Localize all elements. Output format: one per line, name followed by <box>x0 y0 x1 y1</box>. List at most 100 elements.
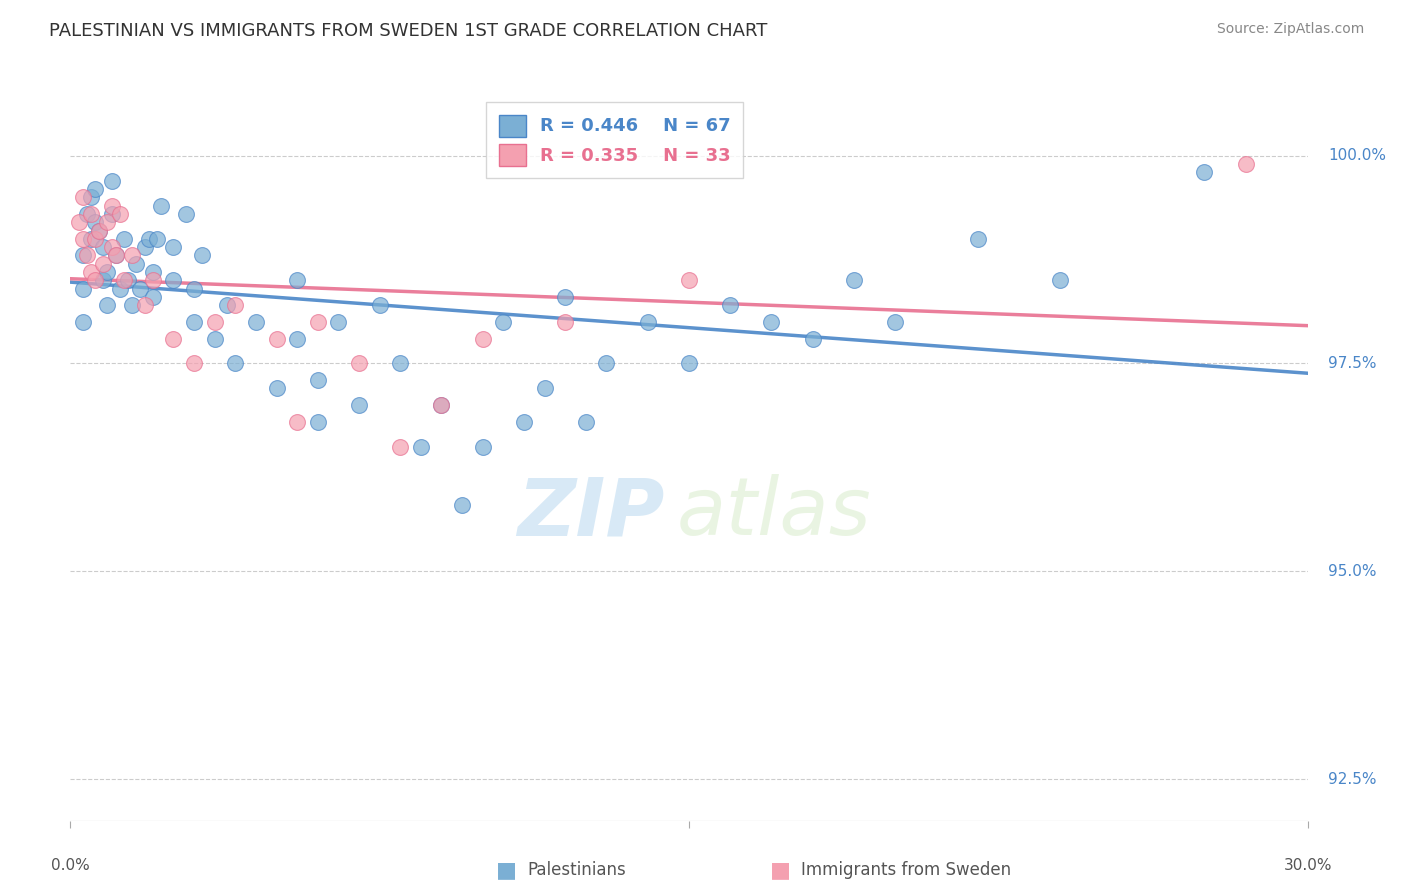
Point <box>80 190 103 204</box>
Point <box>72 248 94 262</box>
Text: 100.0%: 100.0% <box>1329 148 1386 163</box>
Text: ZIP: ZIP <box>517 475 664 552</box>
Point <box>162 332 184 346</box>
Point <box>80 207 103 221</box>
Point <box>72 282 94 296</box>
Point <box>84 215 107 229</box>
Point <box>409 440 432 454</box>
Point <box>76 248 98 262</box>
Point <box>430 398 453 412</box>
Point <box>146 232 169 246</box>
Point <box>266 381 288 395</box>
Point <box>1049 273 1071 287</box>
Point <box>108 282 131 296</box>
Legend: R = 0.446    N = 67, R = 0.335    N = 33: R = 0.446 N = 67, R = 0.335 N = 33 <box>486 102 744 178</box>
Point <box>174 207 197 221</box>
Point <box>637 315 659 329</box>
Point <box>307 315 329 329</box>
Text: 92.5%: 92.5% <box>1329 772 1376 787</box>
Text: atlas: atlas <box>676 475 872 552</box>
Point <box>191 248 214 262</box>
Point <box>76 207 98 221</box>
Point <box>285 415 308 429</box>
Point <box>575 415 598 429</box>
Point <box>285 332 308 346</box>
Point <box>204 315 226 329</box>
Text: 1st Grade: 1st Grade <box>0 417 4 492</box>
Point <box>215 298 238 312</box>
Text: Palestinians: Palestinians <box>527 861 626 879</box>
Point <box>224 298 246 312</box>
Point <box>595 357 617 371</box>
Point <box>307 373 329 387</box>
Point <box>89 223 111 237</box>
Point <box>142 265 165 279</box>
Point <box>150 198 173 212</box>
Point <box>121 248 143 262</box>
Point <box>100 173 122 187</box>
Point <box>138 232 160 246</box>
Point <box>100 240 122 254</box>
Point <box>224 357 246 371</box>
Point <box>96 215 118 229</box>
Point <box>554 290 576 304</box>
Point <box>471 332 494 346</box>
Point <box>801 332 824 346</box>
Text: Immigrants from Sweden: Immigrants from Sweden <box>801 861 1011 879</box>
Text: ■: ■ <box>770 860 790 880</box>
Text: 97.5%: 97.5% <box>1329 356 1376 371</box>
Point <box>134 240 156 254</box>
Text: 0.0%: 0.0% <box>51 858 90 873</box>
Point <box>125 257 148 271</box>
Point <box>72 315 94 329</box>
Point <box>451 498 474 512</box>
Point <box>183 357 205 371</box>
Text: 30.0%: 30.0% <box>1284 858 1331 873</box>
Point <box>285 273 308 287</box>
Point <box>121 298 143 312</box>
Point <box>966 232 988 246</box>
Point <box>80 232 103 246</box>
Point <box>245 315 267 329</box>
Point <box>471 440 494 454</box>
Point <box>104 248 127 262</box>
Point <box>1234 157 1257 171</box>
Text: PALESTINIAN VS IMMIGRANTS FROM SWEDEN 1ST GRADE CORRELATION CHART: PALESTINIAN VS IMMIGRANTS FROM SWEDEN 1S… <box>49 22 768 40</box>
Point <box>72 232 94 246</box>
Point <box>112 273 135 287</box>
Point <box>162 240 184 254</box>
Point <box>554 315 576 329</box>
Point <box>100 198 122 212</box>
Point <box>112 232 135 246</box>
Point <box>162 273 184 287</box>
Text: 95.0%: 95.0% <box>1329 564 1376 579</box>
Point <box>72 190 94 204</box>
Point <box>104 248 127 262</box>
Point <box>183 315 205 329</box>
Point <box>84 232 107 246</box>
Point <box>134 298 156 312</box>
Point <box>718 298 741 312</box>
Point <box>678 357 700 371</box>
Point <box>129 282 152 296</box>
Point <box>91 273 114 287</box>
Point <box>368 298 391 312</box>
Point <box>84 182 107 196</box>
Point <box>328 315 350 329</box>
Point <box>1194 165 1216 179</box>
Point <box>91 240 114 254</box>
Text: ■: ■ <box>496 860 516 880</box>
Point <box>142 290 165 304</box>
Point <box>96 265 118 279</box>
Point <box>142 273 165 287</box>
Point <box>100 207 122 221</box>
Point <box>91 257 114 271</box>
Point <box>266 332 288 346</box>
Point <box>389 440 412 454</box>
Point <box>117 273 139 287</box>
Point <box>204 332 226 346</box>
Point <box>430 398 453 412</box>
Point <box>884 315 907 329</box>
Point <box>84 273 107 287</box>
Point <box>67 215 90 229</box>
